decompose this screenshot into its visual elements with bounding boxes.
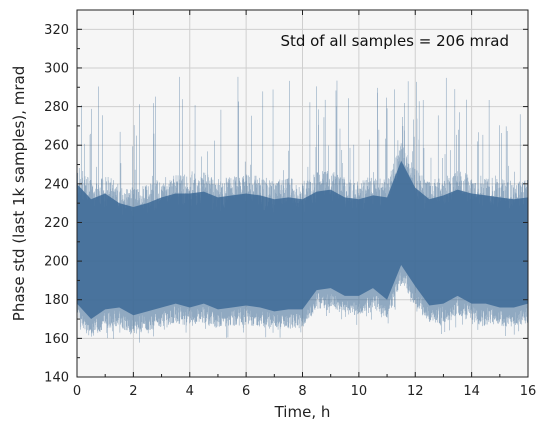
y-tick-label: 140: [44, 371, 69, 386]
y-axis-label: Phase std (last 1k samples), mrad: [10, 66, 28, 321]
x-tick-label: 12: [407, 384, 424, 399]
axis-ticks: 0 2 4 6 8 10 12 14 16 140 160 180 200 220 240 260 280 300…: [44, 10, 536, 399]
y-tick-label: 320: [44, 23, 69, 38]
std-annotation: Std of all samples = 206 mrad: [280, 32, 509, 50]
y-tick-label: 180: [44, 293, 69, 308]
x-tick-label: 4: [186, 384, 194, 399]
x-tick-label: 2: [129, 384, 137, 399]
series-dense-band: [77, 160, 528, 320]
x-tick-label: 0: [73, 384, 81, 399]
y-tick-label: 240: [44, 177, 69, 192]
x-tick-label: 16: [520, 384, 537, 399]
y-tick-label: 200: [44, 255, 69, 270]
y-tick-label: 280: [44, 100, 69, 115]
x-tick-label: 14: [463, 384, 480, 399]
y-tick-label: 220: [44, 216, 69, 231]
x-tick-label: 10: [351, 384, 368, 399]
x-tick-label: 8: [298, 384, 306, 399]
x-axis-label: Time, h: [274, 403, 331, 421]
x-tick-label: 6: [242, 384, 250, 399]
y-tick-label: 300: [44, 61, 69, 76]
series-phase-std: [76, 76, 529, 343]
y-tick-label: 160: [44, 332, 69, 347]
y-tick-label: 260: [44, 139, 69, 154]
